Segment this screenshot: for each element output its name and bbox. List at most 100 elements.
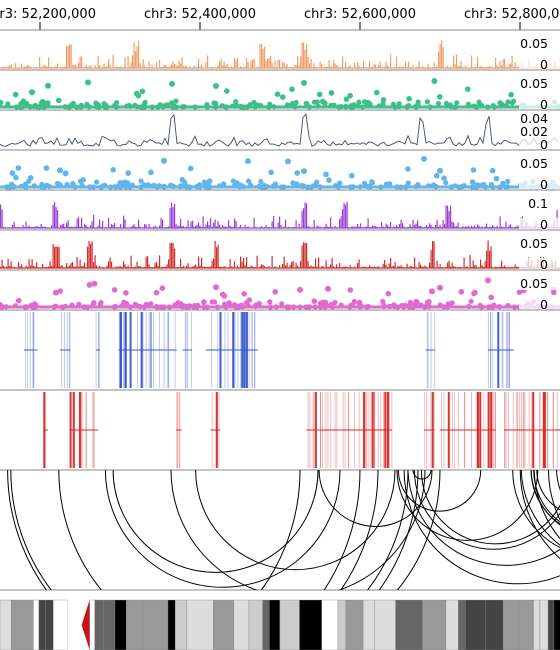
signal-bar — [181, 226, 183, 228]
signal-point — [145, 182, 151, 188]
axis-label-background — [519, 98, 560, 111]
signal-bar — [130, 255, 132, 268]
signal-point — [127, 304, 133, 310]
signal-bar — [160, 217, 162, 228]
signal-bar — [196, 224, 198, 228]
signal-point — [437, 284, 443, 291]
signal-bar — [385, 264, 387, 268]
signal-bar — [354, 63, 356, 68]
signal-bar — [424, 226, 426, 228]
signal-bar — [309, 266, 311, 268]
signal-bar — [52, 204, 54, 228]
signal-bar — [349, 265, 351, 268]
signal-point — [59, 304, 65, 310]
signal-bar — [43, 64, 45, 68]
track-axis-label: 0.05 — [520, 36, 548, 51]
signal-bar — [451, 262, 453, 268]
cytoband — [299, 599, 322, 650]
signal-bar — [307, 226, 309, 228]
track-orange[interactable]: 0.05 0 — [0, 29, 560, 72]
signal-bar — [516, 226, 518, 228]
signal-point — [9, 170, 16, 176]
signal-bar — [135, 226, 137, 228]
signal-bar — [210, 266, 212, 268]
signal-bar — [223, 61, 225, 68]
signal-bar — [316, 225, 318, 228]
signal-point — [266, 104, 272, 110]
signal-point — [301, 79, 307, 86]
signal-point — [469, 179, 475, 185]
track-purple[interactable]: 0.10 — [0, 189, 560, 232]
signal-bar — [55, 207, 57, 228]
signal-bar — [262, 264, 264, 268]
signal-bar — [54, 202, 56, 228]
signal-point — [159, 104, 165, 110]
signal-bar — [63, 223, 65, 228]
signal-point — [172, 103, 178, 109]
signal-bar — [111, 261, 113, 268]
track-green[interactable]: 0.05 0 — [0, 69, 560, 112]
signal-bar — [400, 219, 402, 228]
signal-bar — [153, 226, 155, 228]
signal-point — [258, 178, 264, 185]
cytoband — [458, 599, 466, 650]
track-axis-label: 0 — [540, 57, 548, 72]
axis-label-background — [519, 258, 560, 271]
signal-bar — [204, 266, 206, 268]
signal-bar — [397, 265, 399, 268]
signal-point — [233, 99, 239, 105]
track-navy[interactable]: 0.040.020 — [0, 109, 560, 152]
track-sky[interactable]: 0.05 0 — [0, 149, 560, 192]
axis-label-background — [519, 237, 560, 250]
signal-point — [337, 180, 343, 186]
signal-bar — [390, 54, 392, 68]
signal-point — [214, 304, 220, 310]
signal-bar — [441, 40, 443, 68]
signal-bar — [21, 63, 23, 68]
signal-point — [294, 170, 301, 176]
interaction-arc — [536, 470, 560, 511]
signal-bar — [295, 220, 297, 228]
signal-point — [246, 297, 253, 303]
signal-point — [435, 100, 442, 107]
signal-bar — [310, 58, 312, 68]
signal-point — [357, 304, 363, 310]
signal-bar — [460, 60, 462, 68]
signal-point — [22, 181, 29, 187]
signal-point — [421, 155, 427, 162]
signal-point — [94, 179, 100, 185]
signal-bar — [246, 257, 248, 268]
signal-bar — [486, 223, 488, 228]
signal-bar — [219, 61, 221, 68]
signal-bar — [199, 265, 201, 268]
signal-bar — [499, 60, 501, 68]
track-red[interactable]: 0.05 0 — [0, 229, 560, 272]
signal-bar — [475, 66, 477, 68]
signal-bar — [346, 201, 348, 228]
track-blue-genes[interactable] — [0, 309, 560, 388]
signal-bar — [78, 62, 80, 68]
signal-bar — [423, 266, 425, 268]
signal-bar — [381, 66, 383, 68]
signal-bar — [463, 257, 465, 268]
signal-bar — [297, 265, 299, 268]
cytoband — [533, 599, 541, 650]
track-axis-label: 0.1 — [528, 196, 548, 211]
signal-bar — [157, 265, 159, 268]
signal-bar — [162, 266, 164, 268]
interaction-arc — [40, 470, 200, 471]
track-pink[interactable]: 0.05 0 — [0, 269, 560, 312]
signal-bar — [213, 222, 215, 228]
signal-point — [137, 304, 143, 310]
signal-point — [234, 103, 240, 109]
signal-point — [485, 277, 491, 284]
signal-point — [142, 99, 148, 105]
signal-bar — [516, 66, 518, 68]
signal-point — [29, 89, 35, 96]
track-red-genes[interactable] — [0, 389, 560, 468]
signal-point — [297, 304, 303, 310]
signal-bar — [309, 63, 311, 68]
signal-bar — [445, 66, 447, 68]
signal-bar — [418, 225, 420, 228]
